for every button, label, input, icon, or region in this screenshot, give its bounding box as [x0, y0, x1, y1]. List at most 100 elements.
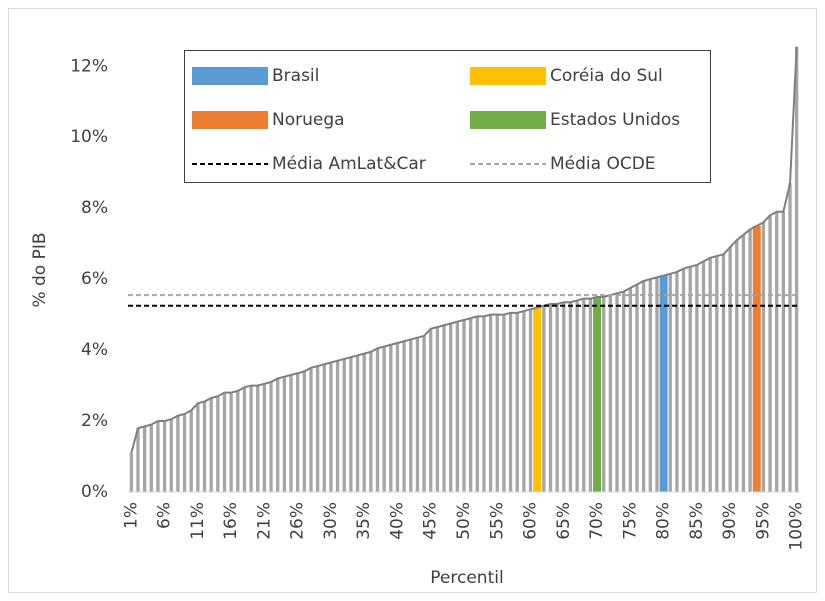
x-tick-label: 6%: [155, 502, 175, 529]
bar: [395, 343, 400, 492]
bar: [222, 392, 227, 492]
y-tick-label: 8%: [81, 198, 108, 218]
bar: [795, 46, 799, 493]
bar: [741, 234, 746, 493]
bar: [548, 303, 553, 492]
x-axis-title: Percentil: [430, 568, 503, 588]
bar: [182, 413, 187, 492]
bar: [302, 371, 306, 492]
bar: [289, 374, 293, 492]
bar: [129, 452, 133, 492]
legend-label: Noruega: [272, 110, 345, 130]
bar: [701, 261, 706, 492]
bar: [242, 387, 247, 492]
bar: [502, 314, 506, 492]
bar: [169, 419, 173, 492]
x-tick-label: 55%: [487, 502, 507, 540]
bar: [568, 302, 573, 492]
x-tick-label: 85%: [687, 502, 707, 540]
x-tick-label: 11%: [188, 502, 208, 540]
bar: [468, 318, 473, 492]
bar: [515, 312, 519, 492]
bar: [462, 319, 466, 492]
x-tick-label: 35%: [354, 502, 374, 540]
x-tick-label: 45%: [421, 502, 441, 540]
bar: [349, 357, 353, 492]
bar: [276, 378, 280, 492]
y-tick-label: 6%: [81, 269, 108, 289]
x-tick-label: 40%: [387, 502, 407, 540]
bar: [402, 341, 406, 492]
bar: [788, 183, 792, 492]
bar: [748, 229, 752, 492]
bar: [422, 335, 426, 492]
bar: [176, 415, 180, 492]
bar: [309, 367, 313, 492]
y-axis-title: % do PIB: [30, 232, 50, 307]
bar: [256, 385, 260, 492]
legend-label: Estados Unidos: [550, 110, 680, 130]
bar: [675, 272, 679, 492]
bar: [162, 421, 167, 492]
bar: [322, 364, 326, 492]
bar: [641, 280, 646, 492]
bar: [582, 298, 586, 492]
legend-label: Brasil: [272, 66, 319, 86]
legend-swatch: [470, 111, 546, 129]
bar: [775, 211, 779, 492]
bar: [335, 360, 340, 492]
bar: [648, 279, 652, 492]
bar: [721, 254, 726, 492]
bar: [229, 392, 233, 492]
highlight-bar: [659, 275, 668, 492]
bar: [495, 314, 499, 492]
x-tick-label: 70%: [587, 502, 607, 540]
bar: [435, 327, 440, 492]
bar: [715, 256, 719, 492]
legend-swatch: [192, 67, 268, 85]
x-tick-label: 16%: [221, 502, 241, 540]
x-tick-label: 65%: [554, 502, 574, 540]
legend-label: Coréia do Sul: [550, 66, 663, 86]
highlight-bar: [752, 225, 761, 492]
bar: [555, 303, 559, 492]
highlight-bar: [533, 307, 542, 492]
bar: [562, 302, 566, 492]
bar: [442, 325, 446, 492]
bar: [269, 382, 273, 492]
bar: [455, 321, 460, 492]
bar: [369, 351, 373, 492]
bar: [588, 298, 593, 492]
bar: [668, 273, 672, 492]
bar: [688, 266, 692, 492]
bar: [735, 240, 739, 492]
bar: [449, 323, 453, 492]
bar: [315, 366, 320, 492]
bar: [488, 314, 493, 492]
bar: [608, 295, 613, 492]
bar: [389, 344, 393, 492]
x-tick-label: 95%: [753, 502, 773, 540]
distribution-line: [130, 46, 798, 454]
bar: [382, 346, 386, 492]
bar: [681, 268, 686, 492]
bar: [216, 396, 220, 492]
bar: [375, 348, 380, 492]
bar: [622, 291, 626, 492]
bar: [602, 296, 606, 492]
bar: [635, 284, 639, 492]
bar: [475, 316, 479, 492]
highlight-bar: [593, 296, 602, 492]
legend-label: Média AmLat&Car: [272, 154, 426, 174]
x-tick-label: 26%: [288, 502, 308, 540]
bar: [209, 397, 213, 492]
bar: [728, 247, 732, 492]
bar: [236, 390, 240, 492]
x-tick-label: 21%: [254, 502, 274, 540]
bar: [695, 264, 699, 492]
x-tick-label: 60%: [521, 502, 541, 540]
bar: [355, 355, 360, 492]
bar: [508, 312, 513, 492]
bar: [781, 211, 786, 492]
bar: [329, 362, 333, 492]
